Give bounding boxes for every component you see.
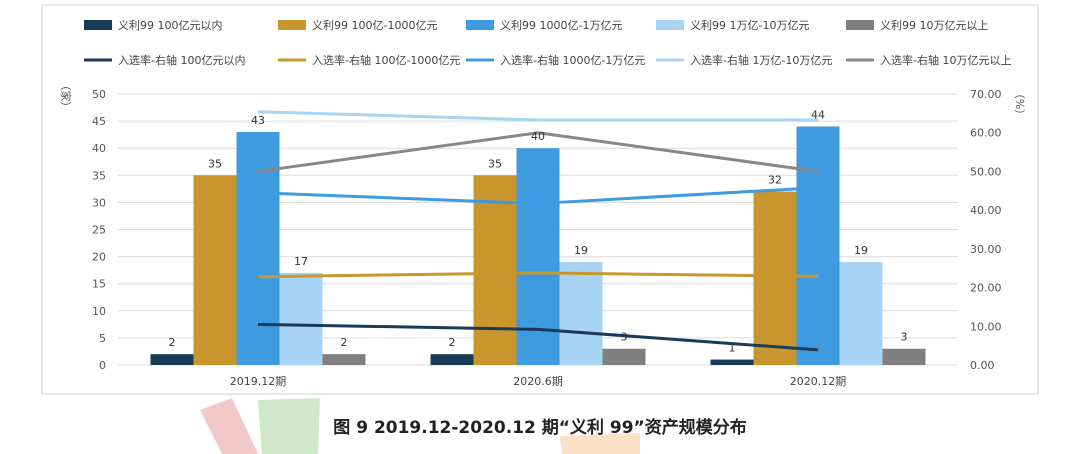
bar-data-label: 44: [811, 109, 825, 122]
bar: [602, 348, 646, 365]
legend-label: 入选率-右轴 100亿-1000亿元: [312, 53, 460, 67]
y-right-tick-label: 70.00: [970, 88, 1002, 101]
axes: 0 5 10 15 20 25 30 35 40 45 50 0.00 10.00 20.00 30.00 4…: [59, 80, 1026, 389]
y-right-tick-label: 10.00: [970, 320, 1002, 333]
bar-data-label: 17: [294, 255, 308, 268]
y-left-tick-label: 15: [92, 278, 106, 291]
y-left-tick-label: 25: [92, 224, 106, 237]
bar-data-label: 1: [729, 342, 736, 355]
bar: [236, 131, 280, 365]
bar: [796, 126, 840, 366]
bar: [559, 262, 603, 365]
bar: [753, 191, 797, 365]
y-right-tick-label: 60.00: [970, 127, 1002, 140]
figure-caption: 图 9 2019.12-2020.12 期“义利 99”资产规模分布: [333, 418, 747, 438]
legend-label: 入选率-右轴 100亿元以内: [118, 53, 245, 67]
legend-swatch: [278, 20, 306, 30]
lines: [257, 110, 819, 352]
series-line: [257, 110, 818, 122]
y-right-tick-label: 50.00: [970, 165, 1002, 178]
x-tick-label: 2019.12期: [230, 375, 287, 388]
bar: [710, 359, 754, 365]
bar: [322, 354, 366, 365]
background-decoration-orange: [560, 433, 640, 454]
y-left-tick-label: 20: [92, 251, 106, 264]
legend-label: 义利99 1000亿-1万亿元: [500, 19, 622, 32]
y-left-tick-label: 10: [92, 305, 106, 318]
y-right-tick-label: 30.00: [970, 243, 1002, 256]
bar: [516, 148, 560, 365]
y-left-tick-label: 30: [92, 196, 106, 209]
y-left-axis-title: （家）: [59, 80, 73, 113]
series-line: [257, 186, 819, 206]
legend-label: 义利99 100亿-1000亿元: [312, 19, 437, 32]
bar-data-label: 19: [854, 244, 868, 257]
legend-label: 义利99 10万亿元以上: [880, 19, 989, 32]
bar: [430, 354, 474, 365]
legend-swatch: [846, 20, 874, 30]
y-left-tick-label: 0: [99, 359, 106, 372]
y-right-tick-label: 20.00: [970, 282, 1002, 295]
bar-data-label: 2: [169, 336, 176, 349]
bar-data-label: 43: [251, 114, 265, 127]
bar-data-label: 35: [208, 157, 222, 170]
bar-data-label: 3: [901, 331, 908, 344]
bar-data-label: 32: [768, 174, 782, 187]
bar-data-label: 35: [488, 157, 502, 170]
bar: [279, 272, 323, 365]
series-line: [257, 271, 819, 279]
bar: [473, 175, 517, 365]
series-line: [257, 322, 819, 352]
legend-label: 入选率-右轴 1000亿-1万亿元: [500, 53, 645, 67]
bar-data-label: 2: [449, 336, 456, 349]
x-tick-label: 2020.6期: [513, 375, 563, 388]
series-line: [257, 131, 819, 173]
bar: [882, 348, 926, 365]
legend-label: 义利99 1万亿-10万亿元: [690, 19, 809, 32]
y-left-tick-label: 40: [92, 142, 106, 155]
y-right-tick-label: 0.00: [970, 359, 995, 372]
legend-label: 义利99 100亿元以内: [118, 18, 223, 32]
x-tick-label: 2020.12期: [790, 375, 847, 388]
y-left-tick-label: 5: [99, 332, 106, 345]
bar: [839, 262, 883, 365]
legend-label: 入选率-右轴 10万亿元以上: [880, 53, 1011, 67]
y-right-axis-title: （%）: [1013, 88, 1026, 120]
bar-data-label: 40: [531, 130, 545, 143]
y-left-tick-label: 45: [92, 115, 106, 128]
bar-data-label: 3: [621, 331, 628, 344]
background-decoration-red: [200, 398, 258, 454]
bar-data-label: 2: [341, 336, 348, 349]
bar: [150, 354, 194, 365]
y-left-tick-label: 50: [92, 88, 106, 101]
data-labels: 2 2 1 35 35 32 43 40 44 17 19 19 2 3 3: [169, 109, 908, 355]
legend-swatch: [656, 20, 684, 30]
y-left-tick-label: 35: [92, 169, 106, 182]
legend: 义利99 100亿元以内 义利99 100亿-1000亿元 义利99 1000亿-1…: [84, 18, 1011, 67]
y-right-tick-label: 40.00: [970, 204, 1002, 217]
background-decoration-green: [258, 398, 320, 454]
legend-swatch: [84, 20, 112, 30]
legend-swatch: [466, 20, 494, 30]
bar-data-label: 19: [574, 244, 588, 257]
legend-label: 入选率-右轴 1万亿-10万亿元: [690, 53, 832, 67]
bar: [193, 175, 237, 365]
